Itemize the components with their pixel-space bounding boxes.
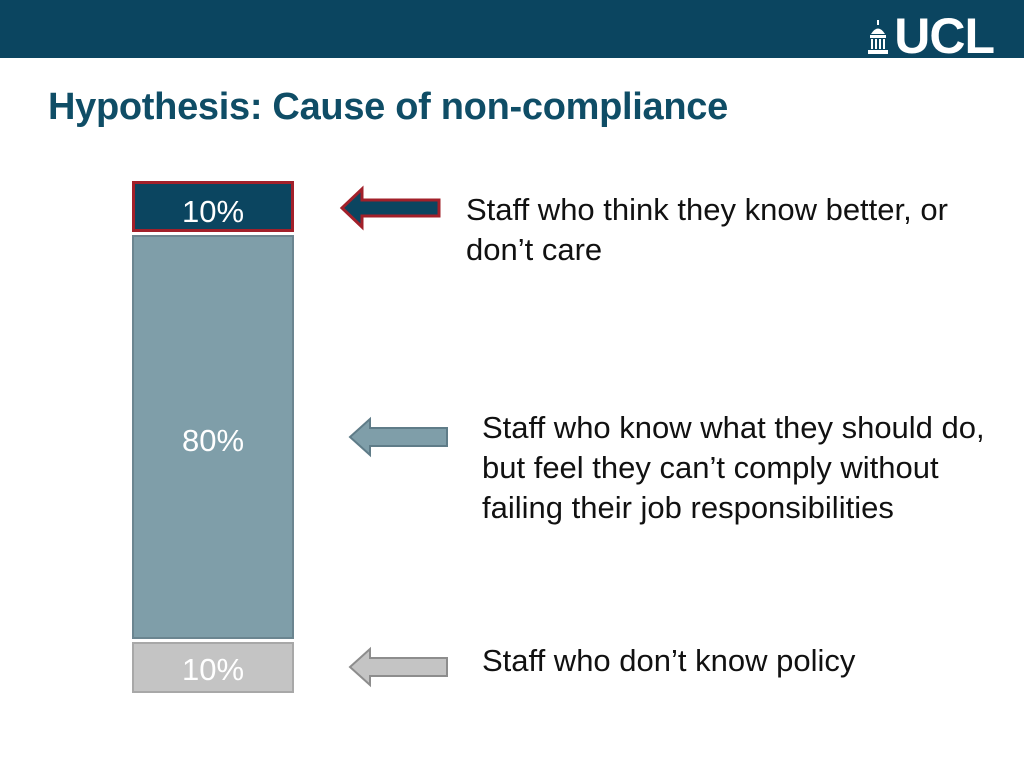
segment-top-percent: 10%	[181, 194, 245, 229]
segment-top: 10%	[132, 181, 294, 232]
segment-middle-percent: 80%	[181, 423, 245, 458]
description-bottom: Staff who don’t know policy	[482, 643, 856, 678]
description-middle: Staff who know what they should do, but …	[482, 410, 985, 525]
portico-icon	[868, 20, 889, 54]
arrow-left-icon	[348, 416, 448, 458]
segment-middle: 80%	[132, 235, 294, 639]
arrow-left-icon	[339, 185, 441, 231]
page-title: Hypothesis: Cause of non-compliance	[48, 86, 728, 128]
segment-bottom-percent: 10%	[181, 652, 245, 687]
ucl-logo: UCL	[868, 8, 995, 64]
header-bar: UCL	[0, 0, 1024, 64]
logo-text: UCL	[894, 8, 995, 64]
description-top: Staff who think they know better, or don…	[466, 192, 948, 267]
arrow-left-icon	[348, 646, 448, 688]
segment-bottom: 10%	[132, 642, 294, 693]
